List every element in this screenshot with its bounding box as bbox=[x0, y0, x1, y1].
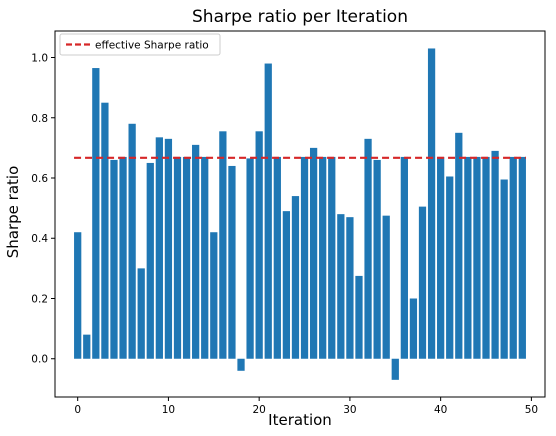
bar-25 bbox=[300, 156, 309, 359]
bar-30 bbox=[346, 217, 354, 359]
y-tick-label: 0.6 bbox=[31, 173, 48, 185]
bar-20 bbox=[255, 131, 263, 359]
bar-26 bbox=[309, 147, 318, 359]
legend: effective Sharpe ratio bbox=[59, 33, 221, 56]
bar-23 bbox=[282, 211, 291, 359]
bar-35 bbox=[391, 358, 399, 380]
bar-15 bbox=[210, 232, 218, 359]
y-axis-ticks: 0.0 0.2 0.4 0.6 0.8 1.0 bbox=[31, 53, 55, 366]
bar-13 bbox=[192, 144, 200, 359]
plot-area: 0 10 20 30 40 50 0.0 0.2 0.4 0.6 0.8 1.0 bbox=[31, 30, 546, 416]
y-tick-label: 0.2 bbox=[31, 293, 48, 305]
bar-32 bbox=[364, 138, 372, 359]
bar-8 bbox=[146, 162, 154, 359]
legend-label: effective Sharpe ratio bbox=[95, 40, 209, 52]
bar-9 bbox=[155, 137, 163, 359]
bar-11 bbox=[173, 156, 182, 359]
bar-31 bbox=[355, 275, 363, 359]
x-tick-label: 30 bbox=[343, 404, 356, 416]
bar-47 bbox=[500, 179, 508, 359]
x-axis-label: Iteration bbox=[268, 411, 332, 429]
bar-33 bbox=[373, 159, 381, 359]
bar-41 bbox=[446, 176, 454, 359]
bar-12 bbox=[182, 156, 191, 359]
bar-45 bbox=[482, 156, 490, 359]
y-tick-label: 1.0 bbox=[31, 53, 48, 65]
bar-16 bbox=[219, 131, 227, 359]
bar-49 bbox=[518, 156, 526, 359]
bar-24 bbox=[291, 196, 300, 359]
x-tick-label: 40 bbox=[434, 404, 447, 416]
bar-22 bbox=[273, 156, 281, 359]
bar-5 bbox=[119, 156, 127, 359]
x-tick-label: 0 bbox=[74, 404, 81, 416]
bar-34 bbox=[382, 215, 390, 359]
bar-27 bbox=[319, 156, 327, 359]
bar-10 bbox=[164, 138, 173, 359]
bar-21 bbox=[264, 63, 272, 359]
bar-48 bbox=[509, 156, 517, 359]
y-tick-label: 0.0 bbox=[31, 354, 48, 366]
bar-14 bbox=[201, 156, 209, 359]
bar-39 bbox=[427, 48, 436, 359]
bar-36 bbox=[400, 156, 408, 359]
bar-0 bbox=[74, 232, 82, 359]
bar-1 bbox=[83, 334, 91, 359]
x-tick-label: 50 bbox=[525, 404, 538, 416]
bar-29 bbox=[337, 214, 345, 359]
bar-3 bbox=[101, 102, 109, 359]
legend-box bbox=[59, 33, 221, 56]
y-axis-label: Sharpe ratio bbox=[4, 166, 22, 259]
bar-43 bbox=[464, 156, 472, 359]
x-tick-label: 10 bbox=[162, 404, 175, 416]
bar-40 bbox=[437, 156, 445, 359]
bar-18 bbox=[237, 358, 245, 371]
bar-46 bbox=[491, 150, 499, 359]
bar-2 bbox=[92, 68, 100, 359]
bar-4 bbox=[110, 159, 118, 359]
bar-37 bbox=[409, 298, 418, 359]
bar-17 bbox=[228, 165, 236, 359]
axes-frame bbox=[54, 30, 546, 398]
bar-38 bbox=[418, 206, 427, 359]
bar-42 bbox=[455, 132, 463, 359]
x-axis-ticks: 0 10 20 30 40 50 bbox=[74, 397, 538, 416]
x-tick-label: 20 bbox=[252, 404, 265, 416]
bars-group bbox=[74, 48, 526, 380]
bar-44 bbox=[473, 156, 481, 359]
bar-7 bbox=[137, 268, 145, 359]
y-tick-label: 0.4 bbox=[31, 233, 48, 245]
y-tick-label: 0.8 bbox=[31, 113, 48, 125]
bar-6 bbox=[128, 123, 136, 359]
chart-title: Sharpe ratio per Iteration bbox=[192, 7, 408, 27]
bar-19 bbox=[246, 158, 254, 359]
bar-28 bbox=[328, 156, 336, 359]
